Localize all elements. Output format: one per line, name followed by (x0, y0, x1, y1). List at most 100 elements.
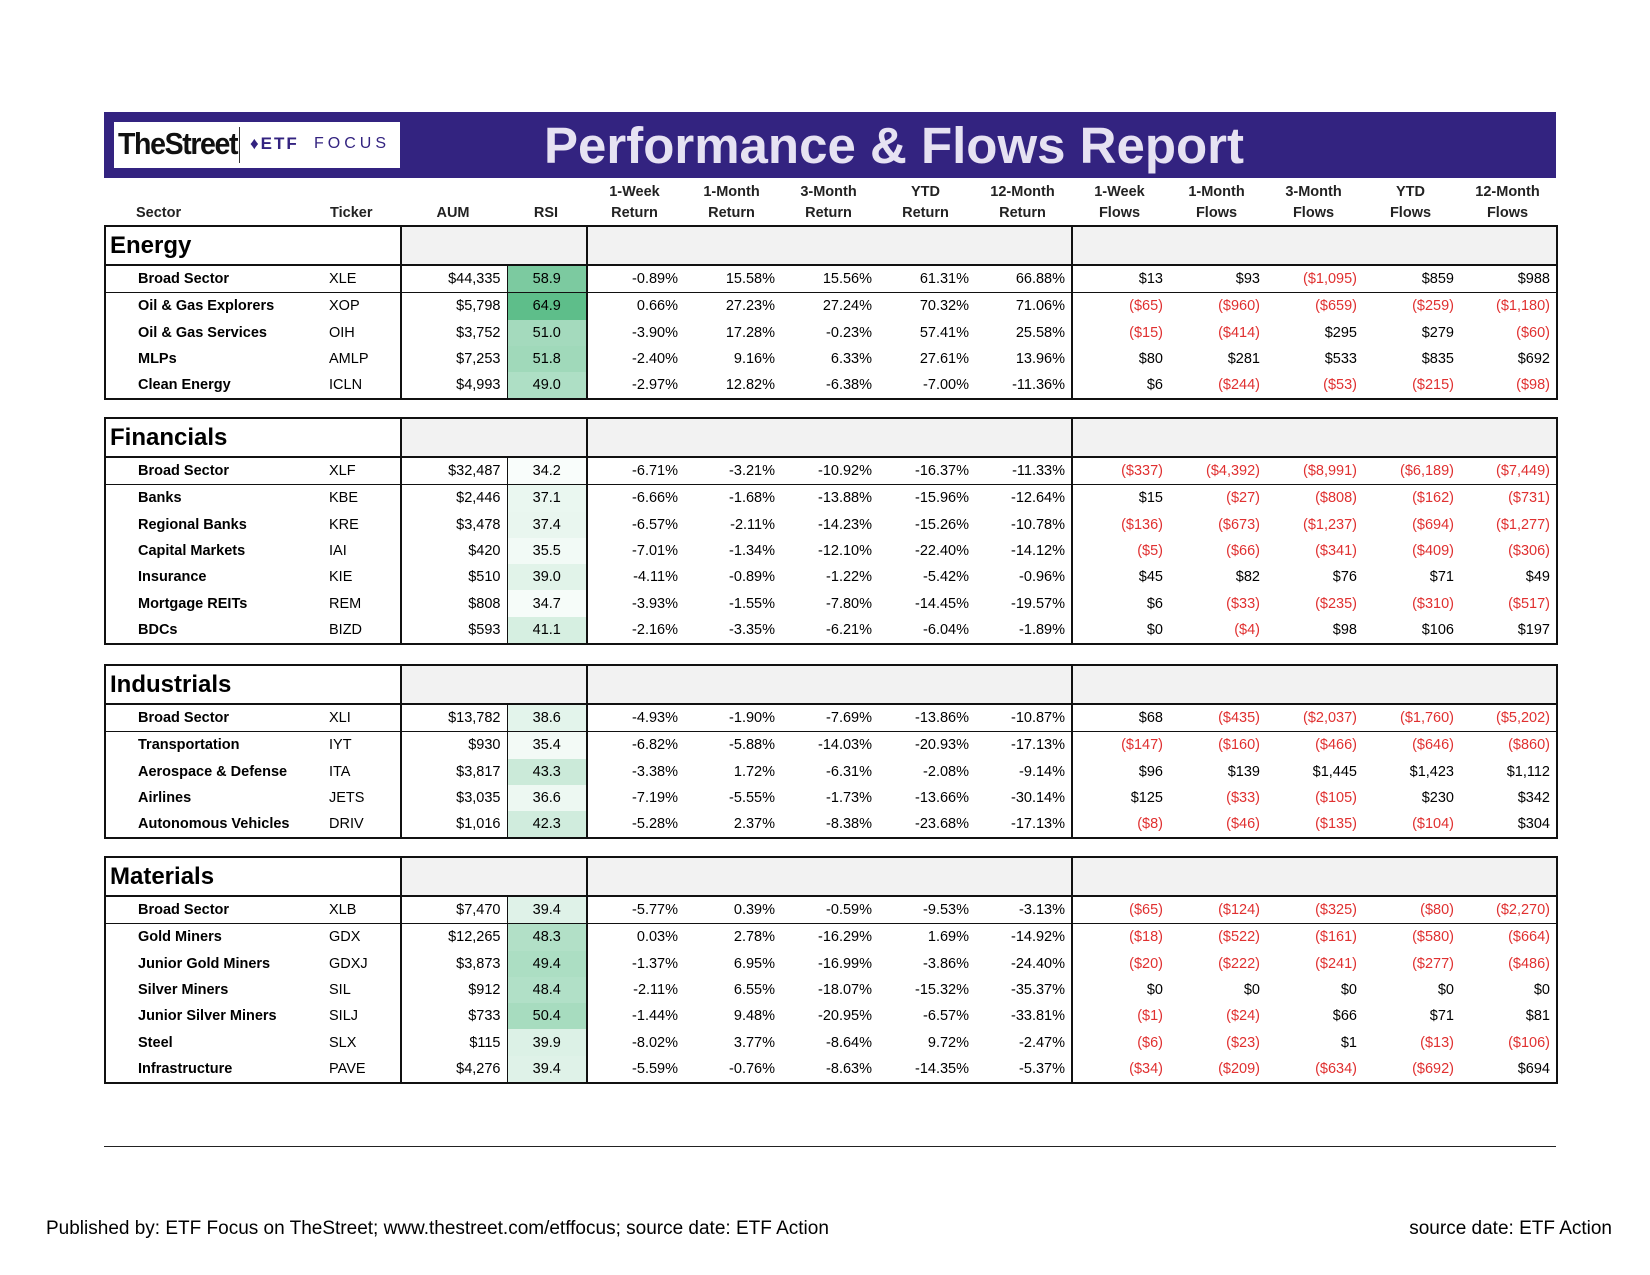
flow-value: $0 (1243, 982, 1260, 999)
flow-value: $859 (1363, 265, 1460, 294)
aum-value: $115 (400, 1029, 507, 1056)
ticker: IYT (329, 737, 352, 754)
return-value: -14.03% (817, 737, 872, 754)
column-header: 12-Month Flows (1459, 180, 1556, 224)
flow-value: $692 (1517, 351, 1550, 368)
rsi-value: 48.3 (506, 923, 587, 951)
return-value: -11.33% (975, 457, 1072, 486)
flow-value: ($2,037) (1266, 704, 1363, 733)
column-header: YTD Return (877, 180, 974, 224)
flow-value: ($80) (1363, 896, 1460, 925)
flow-value: ($6) (1071, 1029, 1169, 1056)
sector-name: Broad Sector (105, 457, 329, 486)
table-row: Airlines JETS $3,035 36.6 -7.19% -5.55% -1.73%… (105, 784, 1557, 812)
aum-value: $930 (400, 731, 507, 759)
table-row: Aerospace & Defense ITA $3,817 43.3 -3.38% 1.… (105, 758, 1557, 785)
sector-name: Gold Miners (138, 929, 222, 946)
flow-value: $1,423 (1409, 763, 1454, 780)
return-value: 25.58% (1015, 324, 1065, 341)
column-header: 1-Week Return (586, 180, 683, 224)
sector-name: Junior Silver Miners (138, 1008, 277, 1025)
rsi-value: 64.9 (506, 292, 587, 320)
ticker: XLI (329, 704, 401, 733)
etf-focus-logo-text: FOCUS (314, 135, 390, 152)
flow-value: ($244) (1218, 377, 1260, 394)
flow-value: ($162) (1412, 490, 1454, 507)
sector-name: Broad Sector (105, 265, 329, 294)
return-value: -14.12% (1010, 543, 1065, 560)
flow-value: $76 (1332, 569, 1357, 586)
column-header: Sector (104, 180, 328, 224)
return-value: -6.38% (826, 377, 872, 394)
brand-logo: TheStreet ♦ETF FOCUS (114, 122, 400, 168)
flow-value: ($209) (1218, 1060, 1260, 1077)
return-value: -17.13% (1010, 737, 1065, 754)
flow-value: ($18) (1071, 923, 1169, 951)
table-row: Gold Miners GDX $12,265 48.3 0.03% 2.78% -16.2… (105, 923, 1557, 951)
sector-name: Broad Sector (105, 896, 329, 925)
aum-value: $7,253 (400, 345, 507, 373)
column-header-line: 1-Month (703, 184, 760, 200)
return-value: -1.44% (586, 1003, 684, 1030)
aum-value: $912 (400, 976, 507, 1004)
return-value: 6.55% (733, 982, 775, 999)
flow-value: $71 (1429, 569, 1454, 586)
aum-value: $3,478 (400, 511, 507, 538)
flow-value: $13 (1071, 265, 1169, 294)
return-value: -1.55% (729, 595, 775, 612)
rsi-value: 39.0 (506, 564, 587, 591)
flow-value: $281 (1227, 351, 1260, 368)
flow-value: ($33) (1226, 595, 1260, 612)
return-value: -11.36% (1012, 377, 1065, 394)
flow-value: ($161) (1315, 929, 1357, 946)
flow-value: ($7,449) (1460, 457, 1557, 486)
return-value: -6.31% (826, 763, 872, 780)
sector-name: Infrastructure (138, 1060, 233, 1077)
rsi-value: 58.9 (506, 265, 587, 294)
flow-value: $230 (1421, 790, 1454, 807)
return-value: -1.68% (729, 490, 775, 507)
return-value: 6.33% (830, 351, 872, 368)
flow-value: ($65) (1071, 896, 1169, 925)
flow-value: ($259) (1412, 298, 1454, 315)
return-value: -2.47% (1019, 1034, 1065, 1051)
flow-value: ($1,095) (1266, 265, 1363, 294)
column-header-line: Return (999, 205, 1046, 221)
flow-value: $304 (1517, 816, 1550, 833)
sector-name: Oil & Gas Services (138, 324, 267, 341)
return-value: -0.76% (729, 1060, 775, 1077)
return-value: -4.93% (586, 704, 684, 733)
ticker: KBE (329, 490, 359, 507)
flow-value: ($5) (1071, 537, 1169, 565)
footer-published: Published by: ETF Focus on TheStreet; ww… (46, 1218, 829, 1239)
return-value: -1.37% (586, 950, 684, 977)
return-value: 70.32% (919, 298, 969, 315)
return-value: -3.13% (975, 896, 1072, 925)
column-header: 3-Month Return (780, 180, 877, 224)
return-value: -16.37% (878, 457, 975, 486)
column-header-line: 3-Month (800, 184, 857, 200)
column-header: 1-Month Return (683, 180, 780, 224)
return-value: -22.40% (914, 543, 969, 560)
report-banner: TheStreet ♦ETF FOCUS Performance & Flows… (104, 112, 1556, 178)
sector-table-industrials: Industrials Broad Sector XLI $13,782 38.6 -4.… (104, 664, 1558, 840)
return-value: -20.95% (817, 1008, 872, 1025)
aum-value: $3,035 (400, 784, 507, 812)
return-value: -13.86% (878, 704, 975, 733)
return-value: -3.93% (586, 590, 684, 617)
table-row: MLPs AMLP $7,253 51.8 -2.40% 9.16% 6.33% 27.61%… (105, 345, 1557, 373)
aum-value: $733 (400, 1003, 507, 1030)
flow-value: ($1,760) (1363, 704, 1460, 733)
section-header-cell (1071, 665, 1557, 705)
ticker: XLE (329, 265, 401, 294)
return-value: 12.82% (725, 377, 775, 394)
return-value: -8.63% (826, 1060, 872, 1077)
section-title: Materials (105, 857, 401, 897)
flow-value: ($694) (1412, 516, 1454, 533)
table-row: Transportation IYT $930 35.4 -6.82% -5.88% -14… (105, 731, 1557, 759)
table-row: Insurance KIE $510 39.0 -4.11% -0.89% -1.22% -5… (105, 564, 1557, 591)
return-value: -5.37% (1019, 1060, 1065, 1077)
flow-value: ($147) (1071, 731, 1169, 759)
flow-value: ($337) (1071, 457, 1169, 486)
return-value: -2.16% (586, 616, 684, 645)
